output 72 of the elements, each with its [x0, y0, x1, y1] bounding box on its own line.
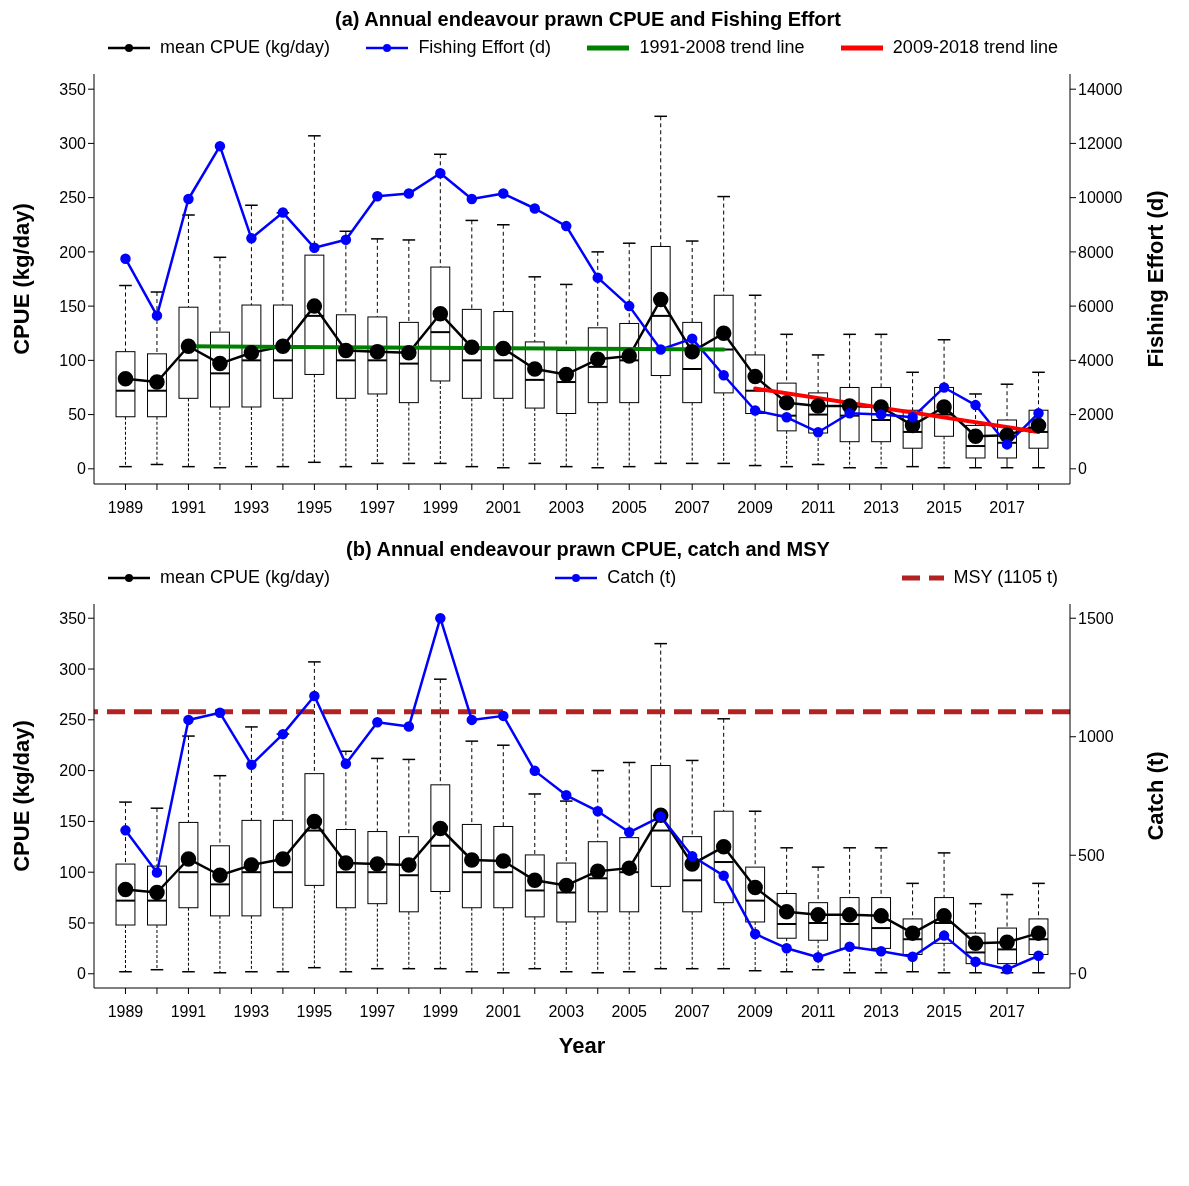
x-tick-label: 2001 [485, 499, 522, 517]
x-tick-label: 1993 [233, 499, 270, 517]
y-tick-label: 350 [59, 80, 87, 98]
x-tick-label: 1997 [359, 1003, 396, 1021]
y-axis-title: CPUE (kg/day) [8, 720, 34, 872]
chart-title: (b) Annual endeavour prawn CPUE, catch and MSY [345, 538, 831, 561]
x-tick-label: 2015 [926, 1003, 962, 1021]
chart-title: (a) Annual endeavour prawn CPUE and Fishing Effort [334, 8, 842, 31]
y2-axis-title: Fishing Effort (d) [1142, 190, 1168, 368]
legend-label: MSY (1105 t) [953, 567, 1058, 588]
y-tick-label: 350 [59, 609, 87, 627]
y-tick-label: 100 [59, 352, 87, 370]
y-tick-label: 100 [59, 863, 87, 881]
y-tick-label: 250 [59, 711, 87, 729]
y-tick-label: 150 [59, 813, 87, 831]
legend-label: mean CPUE (kg/day) [160, 567, 331, 588]
x-tick-label: 1991 [170, 499, 207, 517]
legend-label: 2009-2018 trend line [892, 37, 1058, 58]
y2-tick-label: 6000 [1078, 297, 1114, 315]
y-tick-label: 50 [68, 914, 87, 932]
x-tick-label: 2005 [611, 1003, 648, 1021]
x-tick-label: 2005 [611, 499, 648, 517]
y-tick-label: 0 [77, 965, 87, 983]
x-tick-label: 2009 [737, 499, 774, 517]
x-tick-label: 1989 [107, 1003, 144, 1021]
legend-label: Catch (t) [607, 567, 677, 588]
x-tick-label: 2011 [800, 499, 836, 517]
y-tick-label: 200 [59, 762, 87, 780]
y2-tick-label: 14000 [1078, 80, 1123, 98]
y2-tick-label: 4000 [1078, 352, 1114, 370]
x-tick-label: 2015 [926, 499, 962, 517]
y-tick-label: 50 [68, 406, 87, 424]
y-axis-title: CPUE (kg/day) [8, 203, 34, 355]
y2-tick-label: 500 [1078, 846, 1105, 864]
x-tick-label: 1997 [359, 499, 396, 517]
x-tick-label: 2013 [863, 1003, 899, 1021]
y-tick-label: 150 [59, 297, 87, 315]
x-tick-label: 2017 [989, 499, 1025, 517]
y2-tick-label: 0 [1078, 965, 1087, 983]
x-tick-label: 1991 [170, 1003, 207, 1021]
y-tick-label: 200 [59, 243, 87, 261]
x-tick-label: 1995 [296, 1003, 333, 1021]
y2-tick-label: 1000 [1078, 728, 1114, 746]
x-tick-label: 1989 [107, 499, 144, 517]
x-tick-label: 1993 [233, 1003, 270, 1021]
y2-tick-label: 1500 [1078, 609, 1114, 627]
y2-tick-label: 2000 [1078, 406, 1114, 424]
y2-tick-label: 8000 [1078, 243, 1114, 261]
x-tick-label: 1999 [422, 499, 459, 517]
x-tick-label: 2007 [674, 1003, 711, 1021]
y-tick-label: 250 [59, 189, 87, 207]
y2-tick-label: 12000 [1078, 135, 1123, 153]
y2-axis-title: Catch (t) [1142, 751, 1168, 841]
x-tick-label: 2003 [548, 1003, 585, 1021]
x-tick-label: 2017 [989, 1003, 1025, 1021]
x-tick-label: 2011 [800, 1003, 836, 1021]
x-tick-label: 2003 [548, 499, 585, 517]
x-tick-label: 1999 [422, 1003, 459, 1021]
x-tick-label: 2007 [674, 499, 711, 517]
x-tick-label: 1995 [296, 499, 333, 517]
legend-label: mean CPUE (kg/day) [160, 37, 331, 58]
y-tick-label: 300 [59, 660, 87, 678]
legend-label: 1991-2008 trend line [639, 37, 805, 58]
y2-tick-label: 0 [1078, 460, 1087, 478]
y-tick-label: 300 [59, 135, 87, 153]
y-tick-label: 0 [77, 460, 87, 478]
x-tick-label: 2001 [485, 1003, 522, 1021]
y2-tick-label: 10000 [1078, 189, 1123, 207]
legend-label: Fishing Effort (d) [418, 37, 552, 58]
x-tick-label: 2013 [863, 499, 899, 517]
x-tick-label: 2009 [737, 1003, 774, 1021]
x-axis-title: Year [558, 1033, 606, 1058]
